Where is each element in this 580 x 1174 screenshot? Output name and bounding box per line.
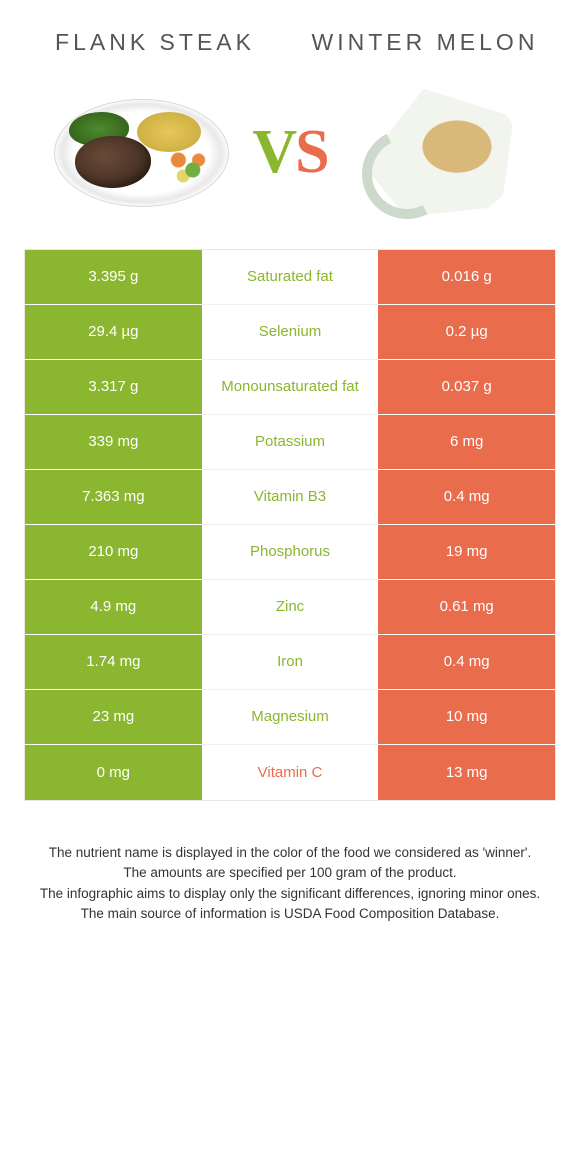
vs-label: VS bbox=[252, 117, 327, 188]
comparison-table: 3.395 gSaturated fat0.016 g29.4 µgSeleni… bbox=[24, 249, 556, 801]
vs-s: S bbox=[295, 118, 327, 186]
footer-line: The infographic aims to display only the… bbox=[36, 884, 544, 904]
left-value: 29.4 µg bbox=[25, 305, 202, 360]
table-row: 7.363 mgVitamin B30.4 mg bbox=[25, 470, 555, 525]
right-value: 0.61 mg bbox=[378, 580, 555, 635]
nutrient-label: Iron bbox=[202, 635, 379, 690]
table-row: 29.4 µgSelenium0.2 µg bbox=[25, 305, 555, 360]
left-value: 339 mg bbox=[25, 415, 202, 470]
footer-line: The nutrient name is displayed in the co… bbox=[36, 843, 544, 863]
nutrient-label: Saturated fat bbox=[202, 250, 379, 305]
table-row: 3.395 gSaturated fat0.016 g bbox=[25, 250, 555, 305]
table-row: 339 mgPotassium6 mg bbox=[25, 415, 555, 470]
table-row: 0 mgVitamin C13 mg bbox=[25, 745, 555, 800]
left-value: 4.9 mg bbox=[25, 580, 202, 635]
table-row: 23 mgMagnesium10 mg bbox=[25, 690, 555, 745]
table-row: 210 mgPhosphorus19 mg bbox=[25, 525, 555, 580]
left-value: 210 mg bbox=[25, 525, 202, 580]
right-value: 0.016 g bbox=[378, 250, 555, 305]
nutrient-label: Vitamin C bbox=[202, 745, 379, 800]
right-value: 0.4 mg bbox=[378, 470, 555, 525]
left-value: 3.395 g bbox=[25, 250, 202, 305]
right-value: 0.4 mg bbox=[378, 635, 555, 690]
nutrient-label: Magnesium bbox=[202, 690, 379, 745]
table-row: 1.74 mgIron0.4 mg bbox=[25, 635, 555, 690]
nutrient-label: Zinc bbox=[202, 580, 379, 635]
left-value: 7.363 mg bbox=[25, 470, 202, 525]
right-food-title: Winter melon bbox=[290, 28, 560, 57]
image-row: VS bbox=[0, 67, 580, 249]
table-row: 4.9 mgZinc0.61 mg bbox=[25, 580, 555, 635]
left-food-image bbox=[48, 85, 234, 221]
right-value: 0.2 µg bbox=[378, 305, 555, 360]
left-food-title: Flank steak bbox=[20, 28, 290, 57]
nutrient-label: Potassium bbox=[202, 415, 379, 470]
nutrient-label: Monounsaturated fat bbox=[202, 360, 379, 415]
right-value: 10 mg bbox=[378, 690, 555, 745]
nutrient-label: Vitamin B3 bbox=[202, 470, 379, 525]
right-value: 6 mg bbox=[378, 415, 555, 470]
nutrient-label: Selenium bbox=[202, 305, 379, 360]
footer-line: The amounts are specified per 100 gram o… bbox=[36, 863, 544, 883]
left-value: 3.317 g bbox=[25, 360, 202, 415]
left-value: 1.74 mg bbox=[25, 635, 202, 690]
nutrient-label: Phosphorus bbox=[202, 525, 379, 580]
right-value: 19 mg bbox=[378, 525, 555, 580]
vs-v: V bbox=[252, 118, 295, 186]
right-value: 13 mg bbox=[378, 745, 555, 800]
right-value: 0.037 g bbox=[378, 360, 555, 415]
table-row: 3.317 gMonounsaturated fat0.037 g bbox=[25, 360, 555, 415]
footer-line: The main source of information is USDA F… bbox=[36, 904, 544, 924]
footer-notes: The nutrient name is displayed in the co… bbox=[0, 801, 580, 924]
left-value: 0 mg bbox=[25, 745, 202, 800]
right-food-image bbox=[346, 85, 532, 221]
left-value: 23 mg bbox=[25, 690, 202, 745]
header: Flank steak Winter melon bbox=[0, 0, 580, 67]
